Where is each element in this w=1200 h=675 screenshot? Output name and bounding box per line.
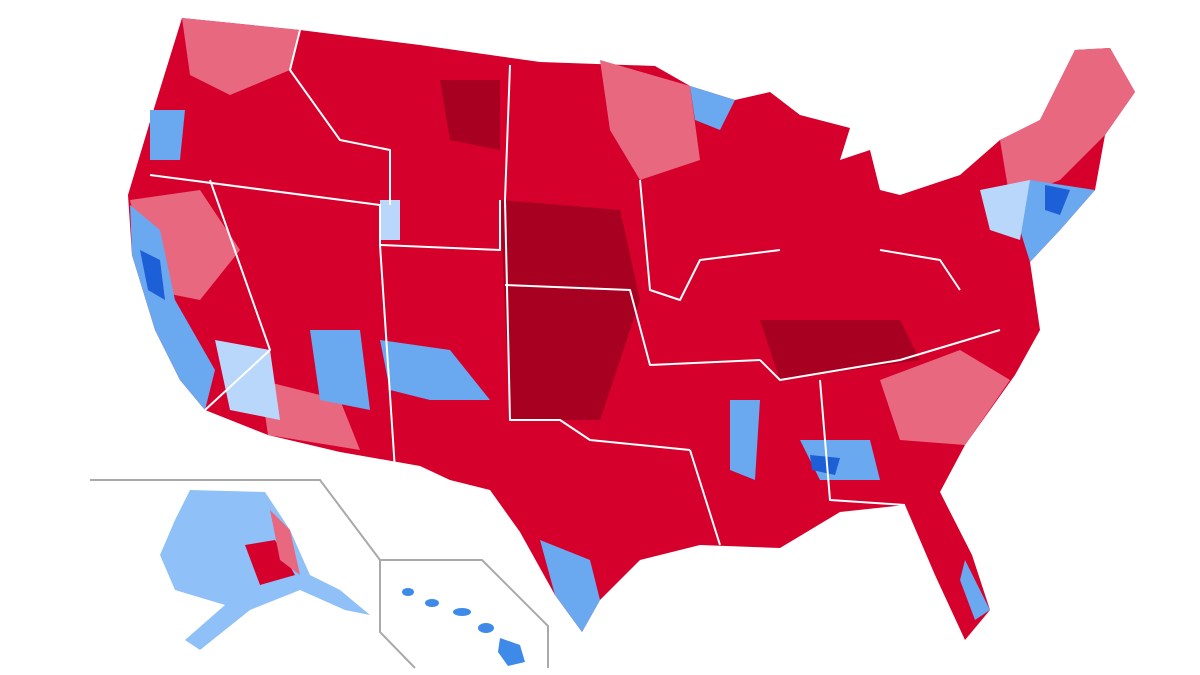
region (310, 330, 370, 410)
state-border (504, 284, 761, 366)
state-border (204, 179, 271, 411)
alaska-region (270, 510, 300, 575)
state-border (759, 329, 1001, 381)
region (260, 380, 360, 450)
contiguous-us (128, 18, 1135, 640)
state-border (879, 249, 961, 291)
state-border (689, 449, 721, 546)
state-border (379, 244, 396, 471)
island (498, 638, 525, 666)
island (478, 623, 494, 633)
hawaii-inset-frame (380, 559, 549, 668)
region (1045, 185, 1070, 215)
state-border (639, 179, 781, 301)
region (1000, 48, 1135, 200)
region (440, 80, 500, 150)
region (150, 110, 185, 160)
region (880, 350, 1010, 445)
lean-blue-areas (215, 180, 1030, 420)
region (540, 540, 600, 632)
region (182, 18, 300, 95)
region (380, 200, 400, 240)
region (810, 455, 840, 475)
region (215, 340, 280, 420)
region (980, 180, 1030, 240)
island (453, 608, 471, 616)
strong-blue-areas (140, 185, 1070, 475)
region (380, 340, 490, 400)
region (600, 60, 700, 180)
state-border (819, 379, 906, 506)
state-border (504, 64, 691, 451)
hawaii (402, 588, 525, 666)
island (402, 588, 414, 596)
region (690, 86, 735, 130)
region (500, 200, 640, 420)
alaska-region (245, 540, 295, 585)
lean-red-areas (130, 18, 1135, 450)
region (140, 250, 165, 300)
region (1020, 180, 1095, 262)
region (760, 320, 920, 380)
region (730, 400, 760, 480)
strong-red-areas (440, 80, 920, 420)
state-borders (149, 29, 1001, 546)
island (425, 599, 439, 607)
state-border (289, 29, 391, 205)
region (960, 560, 990, 620)
